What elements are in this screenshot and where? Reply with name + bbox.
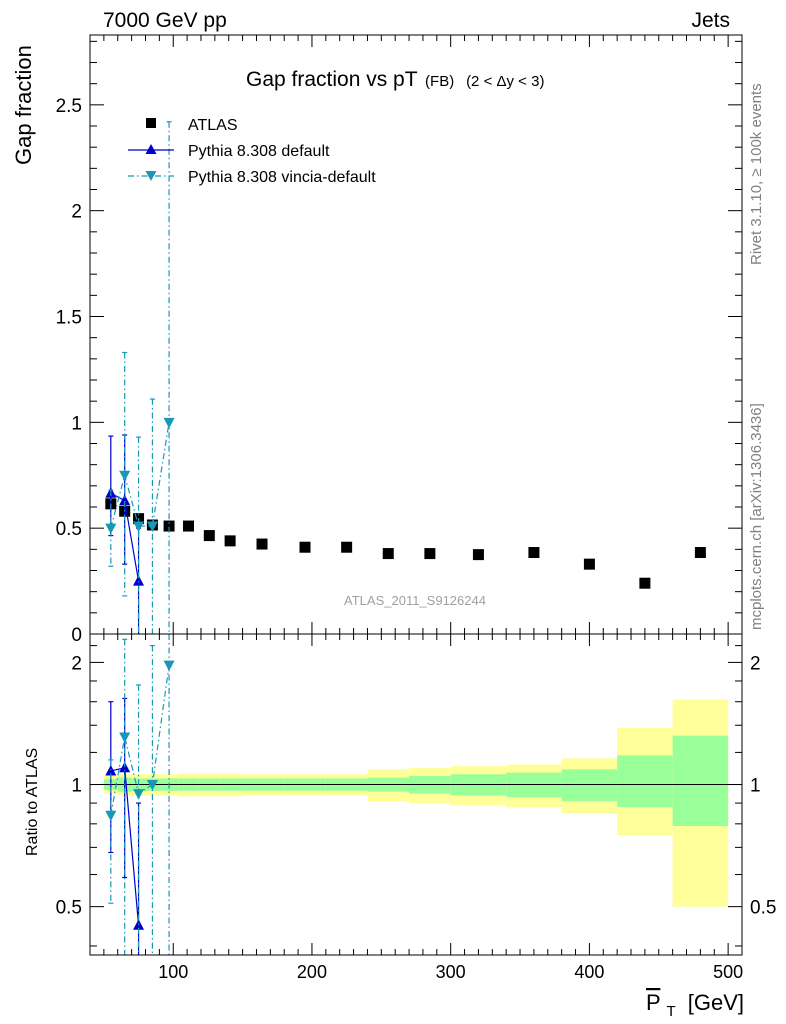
upper-series-0-point-9 <box>299 541 311 553</box>
upper-series-0-point-7 <box>224 535 236 547</box>
upper-series-2-point-0 <box>105 523 117 535</box>
upper-series-0-point-17 <box>694 547 706 559</box>
lower-y-tick-label-right-2: 2 <box>750 653 761 674</box>
lower-series-2-point-3 <box>146 780 158 791</box>
lower-series-2-point-2 <box>133 789 145 800</box>
lower-frame <box>89 633 743 956</box>
upper-series-0-point-13 <box>472 549 484 561</box>
upper-series-0-point-8 <box>256 538 268 550</box>
x-tick-label-3: 400 <box>574 962 604 982</box>
upper-series-0-point-5 <box>182 520 194 532</box>
upper-y-tick-label-3: 1.5 <box>56 308 82 329</box>
lower-series-2-point-4 <box>163 660 175 672</box>
stat-band-17 <box>672 735 729 827</box>
x-axis-title-main: P <box>646 990 660 1015</box>
x-axis-title-sub: T <box>666 1003 675 1020</box>
upper-series-2-point-4 <box>163 417 175 429</box>
x-tick-label-2: 300 <box>436 962 466 982</box>
legend-item-pythia-default: Pythia 8.308 default <box>128 143 330 160</box>
axes-frame: 100 200 300 400 500 0 0.5 1 1.5 2 2.5 0.5 0.5 1 1 2 2 <box>56 34 776 982</box>
lower-y-tick-label-right-1: 1 <box>750 776 761 797</box>
x-tick-label-4: 500 <box>713 962 743 982</box>
x-tick-label-0: 100 <box>158 962 188 982</box>
legend-marker-pythia-default <box>145 144 157 154</box>
upper-series-2-point-3 <box>146 521 158 533</box>
upper-series-0-point-11 <box>382 548 394 560</box>
chart-title-range: (2 < Δy < 3) <box>466 73 544 90</box>
lower-y-tick-label-left-1: 1 <box>71 776 82 797</box>
legend-item-pythia-vincia: Pythia 8.308 vincia-default <box>128 169 376 186</box>
chart-title-main: Gap fraction vs pT <box>246 68 418 91</box>
upper-panel-marks <box>105 121 706 634</box>
upper-series-0-point-12 <box>424 548 436 560</box>
lower-series-2-point-1 <box>119 732 131 743</box>
legend-marker-atlas <box>146 118 156 128</box>
lower-y-tick-label-right-0: 0.5 <box>750 898 776 919</box>
legend-item-atlas: ATLAS <box>146 117 238 134</box>
process-label: Jets <box>691 9 730 32</box>
chart-title-sub: (FB) <box>425 73 454 90</box>
upper-series-0-point-14 <box>528 547 540 559</box>
upper-series-0-point-10 <box>341 541 353 553</box>
upper-y-tick-label-4: 2 <box>71 202 82 223</box>
legend-label-pythia-vincia: Pythia 8.308 vincia-default <box>188 169 376 186</box>
chart-title: Gap fraction vs pT (FB) (2 < Δy < 3) <box>246 68 544 91</box>
upper-series-1-point-1 <box>119 494 131 506</box>
lower-series-2-point-0 <box>105 810 117 822</box>
lower-panel-marks <box>105 634 175 955</box>
x-axis-title-unit: [GeV] <box>688 990 744 1015</box>
upper-series-0-point-6 <box>203 530 215 542</box>
x-axis-title: P T [GeV] <box>646 990 744 1021</box>
legend-label-pythia-default: Pythia 8.308 default <box>188 143 330 160</box>
upper-y-tick-label-1: 0.5 <box>56 519 82 540</box>
upper-y-tick-label-0: 0 <box>71 625 82 646</box>
legend-marker-pythia-vincia <box>145 171 157 181</box>
legend: ATLAS Pythia 8.308 default Pythia 8.308 … <box>128 117 376 186</box>
x-tick-label-1: 200 <box>297 962 327 982</box>
lower-y-axis-title: Ratio to ATLAS <box>24 748 41 856</box>
lower-series-1-point-1 <box>119 761 131 773</box>
energy-label: 7000 GeV pp <box>103 9 227 32</box>
stat-band-16 <box>617 755 673 808</box>
upper-series-2-line <box>110 422 170 529</box>
upper-y-tick-label-2: 1 <box>71 413 82 434</box>
upper-series-0-point-15 <box>583 558 595 570</box>
stat-band-15 <box>561 769 618 802</box>
upper-series-0-point-4 <box>163 520 175 532</box>
legend-label-atlas: ATLAS <box>188 117 238 134</box>
analysis-label: ATLAS_2011_S9126244 <box>344 593 486 608</box>
upper-y-tick-label-5: 2.5 <box>56 96 82 117</box>
lower-y-tick-label-left-0: 0.5 <box>56 898 82 919</box>
upper-y-axis-title: Gap fraction <box>11 45 36 165</box>
upper-series-2-point-2 <box>133 521 145 533</box>
lower-y-tick-label-left-2: 2 <box>71 653 82 674</box>
upper-series-0-point-16 <box>639 577 651 589</box>
upper-series-1-point-2 <box>133 575 145 586</box>
lower-uncertainty-bands <box>90 699 742 907</box>
source-note: mcplots.cern.ch [arXiv:1306.3436] <box>748 403 765 630</box>
upper-series-2-point-1 <box>119 470 131 482</box>
rivet-note: Rivet 3.1.10, ≥ 100k events <box>748 83 765 265</box>
